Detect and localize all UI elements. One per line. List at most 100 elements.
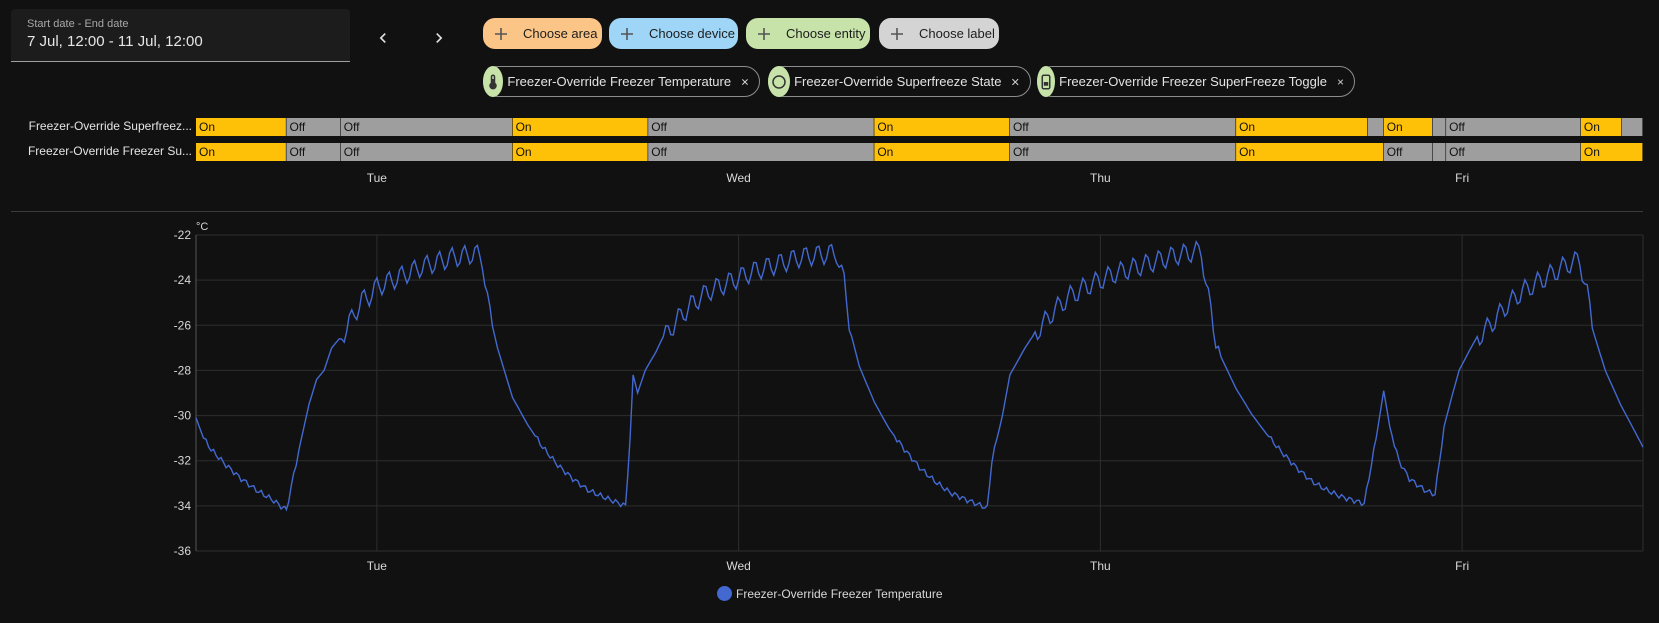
timeline-segment-label: On <box>1239 145 1255 159</box>
timeline-segment <box>1432 118 1446 136</box>
timeline-segment-label: Off <box>1449 120 1465 134</box>
timeline-segment <box>1367 118 1384 136</box>
phone-icon <box>1037 66 1056 97</box>
timeline-segment <box>874 143 1010 161</box>
timeline-segment <box>1383 143 1433 161</box>
choose-label-label: Choose label <box>919 26 995 41</box>
series-line <box>195 240 1644 512</box>
choose-area-button[interactable]: Choose area <box>483 18 602 49</box>
timeline-segment-label: Off <box>651 120 667 134</box>
timeline-segment <box>648 118 874 136</box>
legend-label: Freezer-Override Freezer Temperature <box>736 586 943 601</box>
close-icon[interactable] <box>741 76 749 88</box>
y-tick-label: -24 <box>174 273 192 287</box>
choose-device-button[interactable]: Choose device <box>609 18 738 49</box>
timeline-segment <box>1432 143 1446 161</box>
entity-chip-freezer-temperature[interactable]: Freezer-Override Freezer Temperature <box>483 66 760 97</box>
plus-icon <box>495 27 507 40</box>
x-tick-label: Tue <box>367 559 388 573</box>
timeline-tick-label: Fri <box>1455 171 1469 185</box>
timeline-segment-label: Off <box>289 120 305 134</box>
entity-chip-label: Freezer-Override Freezer Temperature <box>507 74 732 89</box>
y-tick-label: -22 <box>174 228 192 242</box>
timeline-segment <box>1009 143 1236 161</box>
y-tick-label: -36 <box>174 544 192 558</box>
timeline-segment-label: Off <box>1013 120 1029 134</box>
close-icon[interactable] <box>1011 76 1020 88</box>
timeline-segment-label: On <box>199 145 215 159</box>
y-tick-label: -34 <box>174 499 192 513</box>
x-tick-label: Thu <box>1090 559 1111 573</box>
timeline-segment <box>1236 118 1368 136</box>
chart-legend-item[interactable]: Freezer-Override Freezer Temperature <box>717 586 943 601</box>
timeline-segment-label: Off <box>344 120 360 134</box>
timeline-segment-label: On <box>1584 145 1600 159</box>
choose-device-label: Choose device <box>649 26 735 41</box>
date-range-picker[interactable]: Start date - End date 7 Jul, 12:00 - 11 … <box>11 9 350 62</box>
section-divider <box>11 211 1643 212</box>
timeline-segment-label: On <box>1387 120 1403 134</box>
timeline-segment-label: On <box>516 120 532 134</box>
timeline-segment <box>1383 118 1433 136</box>
timeline-segment-label: Off <box>1387 145 1403 159</box>
entity-chip-label: Freezer-Override Superfreeze State <box>794 74 1002 89</box>
plus-icon <box>621 27 633 40</box>
timeline-segment-label: On <box>1239 120 1255 134</box>
thermometer-icon <box>483 66 504 97</box>
timeline-tick-label: Tue <box>367 171 388 185</box>
date-range-label: Start date - End date <box>27 18 129 30</box>
timeline-row-label: Freezer-Override Superfreez... <box>28 119 192 133</box>
timeline-segment-label: On <box>877 120 893 134</box>
y-tick-label: -30 <box>174 409 192 423</box>
temperature-line-chart: °C -22 -24 -26 -28 -30 -32 -34 -36 Tue Wed Thu Fri <box>174 221 1644 573</box>
timeline-segment <box>1236 143 1384 161</box>
previous-period-button[interactable] <box>365 20 401 56</box>
timeline-segment-label: Off <box>344 145 360 159</box>
chevron-right-icon <box>436 33 443 43</box>
timeline-segment <box>340 118 513 136</box>
timeline-segment <box>1446 143 1581 161</box>
timeline-segment <box>512 118 648 136</box>
timeline-segment <box>1580 118 1622 136</box>
timeline-segment-label: Off <box>651 145 667 159</box>
choose-label-button[interactable]: Choose label <box>879 18 999 49</box>
timeline-segment <box>874 118 1010 136</box>
timeline-segment <box>512 143 648 161</box>
timeline-segment <box>286 118 341 136</box>
plus-icon <box>758 27 770 40</box>
timeline-segment <box>286 143 341 161</box>
choose-entity-button[interactable]: Choose entity <box>746 18 870 49</box>
plus-icon <box>891 27 903 40</box>
timeline-row-label: Freezer-Override Freezer Su... <box>27 144 192 158</box>
legend-color-dot <box>717 586 732 601</box>
timeline-segment-label: On <box>516 145 532 159</box>
timeline-segment <box>196 118 286 136</box>
timeline-segment <box>1009 118 1236 136</box>
entity-chip-superfreeze-toggle[interactable]: Freezer-Override Freezer SuperFreeze Tog… <box>1037 66 1355 97</box>
next-period-button[interactable] <box>421 20 457 56</box>
timeline-segment <box>1621 118 1643 136</box>
choose-area-label: Choose area <box>523 26 598 41</box>
entity-chip-label: Freezer-Override Freezer SuperFreeze Tog… <box>1059 74 1327 89</box>
y-tick-label: -28 <box>174 363 192 377</box>
state-timeline-chart: On Off Off On Off On Off On On Off On On Off Off On Off… <box>196 118 1643 185</box>
circle-outline-icon <box>768 66 791 97</box>
timeline-tick-label: Wed <box>726 171 750 185</box>
timeline-segment <box>340 143 513 161</box>
x-tick-label: Fri <box>1455 559 1469 573</box>
timeline-segment-label: Off <box>289 145 305 159</box>
timeline-tick-label: Thu <box>1090 171 1111 185</box>
entity-chip-superfreeze-state[interactable]: Freezer-Override Superfreeze State <box>768 66 1031 97</box>
timeline-segment-label: On <box>1584 120 1600 134</box>
timeline-segment-label: On <box>877 145 893 159</box>
x-tick-label: Wed <box>726 559 750 573</box>
timeline-segment-label: Off <box>1449 145 1465 159</box>
date-range-value: 7 Jul, 12:00 - 11 Jul, 12:00 <box>27 33 203 50</box>
timeline-segment-label: On <box>199 120 215 134</box>
timeline-segment <box>1446 118 1581 136</box>
y-tick-label: -32 <box>174 454 192 468</box>
timeline-segment <box>648 143 874 161</box>
timeline-segment <box>196 143 286 161</box>
timeline-segment-label: Off <box>1013 145 1029 159</box>
close-icon[interactable] <box>1337 76 1344 88</box>
